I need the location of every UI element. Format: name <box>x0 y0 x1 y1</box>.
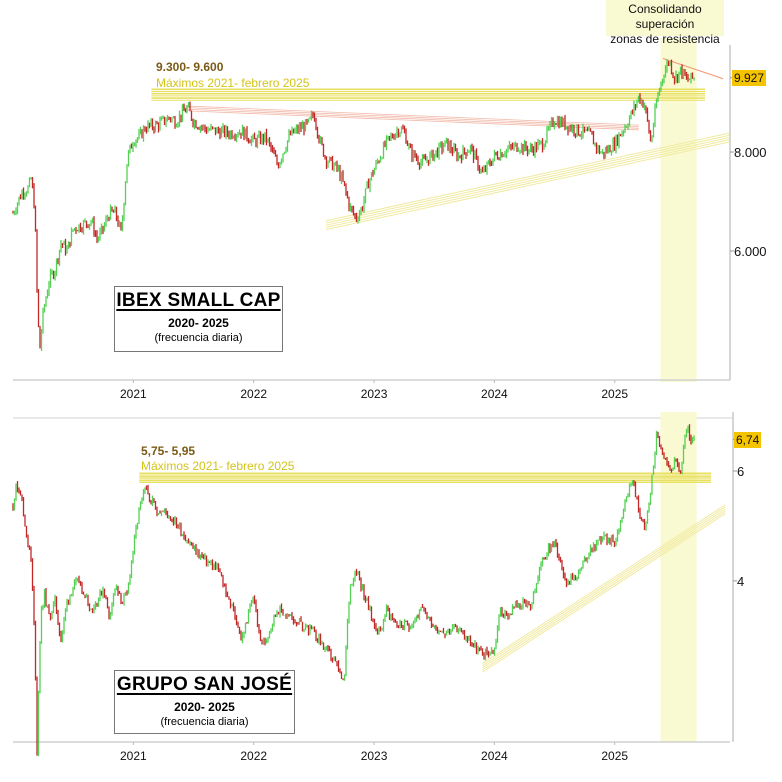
top-trend-line <box>325 141 730 231</box>
annotation-line-1: Consolidando superación <box>628 2 702 31</box>
top-trend-line <box>325 134 730 224</box>
bottom-x-tick-label-2022: 2022 <box>240 749 267 763</box>
top-downtrend-line <box>181 108 639 129</box>
bottom-x-tick-label-2023: 2023 <box>361 749 388 763</box>
top-last-value: 9.927 <box>732 70 767 86</box>
top-resistance-sublabel: Máximos 2021- febrero 2025 <box>156 76 310 90</box>
top-downtrend-line <box>181 106 639 128</box>
bottom-trend-line <box>482 512 726 673</box>
top-x-tick-label-2022: 2022 <box>240 387 267 401</box>
bottom-chart-subtitle: 2020- 2025 <box>174 700 235 714</box>
bottom-trend-line <box>482 508 726 669</box>
top-x-tick-label-2024: 2024 <box>481 387 508 401</box>
bottom-y-tick-label-4: 4 <box>737 574 744 589</box>
top-trend-line <box>325 137 730 226</box>
top-short-downtrend-line <box>662 57 724 80</box>
annotation-line-2: zonas de resistencia <box>610 32 720 46</box>
bottom-x-tick-label-2021: 2021 <box>120 749 147 763</box>
bottom-chart-frequency: (frecuencia diaria) <box>160 716 249 728</box>
bottom-resistance-sublabel: Máximos 2021- febrero 2025 <box>141 459 295 473</box>
top-downtrend-line <box>181 105 639 126</box>
bottom-x-tick-label-2024: 2024 <box>481 749 508 763</box>
annotation-box: Consolidando superación zonas de resiste… <box>606 0 724 46</box>
top-chart-subtitle: 2020- 2025 <box>168 316 229 330</box>
ibex-small-cap-panel: 2021 2022 2023 2024 2025 6.000 8.000 <box>12 38 767 419</box>
top-highlight-span <box>660 38 697 382</box>
top-y-tick-label-8.000: 8.000 <box>734 145 767 160</box>
top-trend-line <box>325 132 730 222</box>
bottom-trend-line <box>482 504 726 664</box>
bottom-x-tick-label-2025: 2025 <box>601 749 628 763</box>
bottom-resistance-range-label: 5,75- 5,95 <box>141 444 196 458</box>
top-legend-box: IBEX SMALL CAP 2020- 2025 (frecuencia di… <box>114 286 283 352</box>
top-downtrend-line <box>181 110 639 131</box>
top-x-tick-label-2021: 2021 <box>120 387 147 401</box>
bottom-trend-line <box>482 506 726 667</box>
bottom-highlight-span <box>660 412 697 742</box>
grupo-san-jose-panel: 2021 2022 2023 2024 2025 4 6 <box>12 412 744 763</box>
bottom-last-value: 6,74 <box>734 432 762 448</box>
bottom-y-tick-label-6: 6 <box>737 464 744 479</box>
top-trend-line <box>325 139 730 228</box>
top-x-tick-label-2023: 2023 <box>361 387 388 401</box>
bottom-chart-title: GRUPO SAN JOSÉ <box>116 674 293 695</box>
top-chart-title: IBEX SMALL CAP <box>116 290 281 311</box>
bottom-legend-box: GRUPO SAN JOSÉ 2020- 2025 (frecuencia di… <box>114 670 295 734</box>
top-y-tick-label-6.000: 6.000 <box>734 244 767 259</box>
bottom-trend-line <box>482 510 726 671</box>
top-x-tick-label-2025: 2025 <box>601 387 628 401</box>
top-chart-frequency: (frecuencia diaria) <box>154 332 243 344</box>
top-resistance-range-label: 9.300- 9.600 <box>156 60 224 74</box>
